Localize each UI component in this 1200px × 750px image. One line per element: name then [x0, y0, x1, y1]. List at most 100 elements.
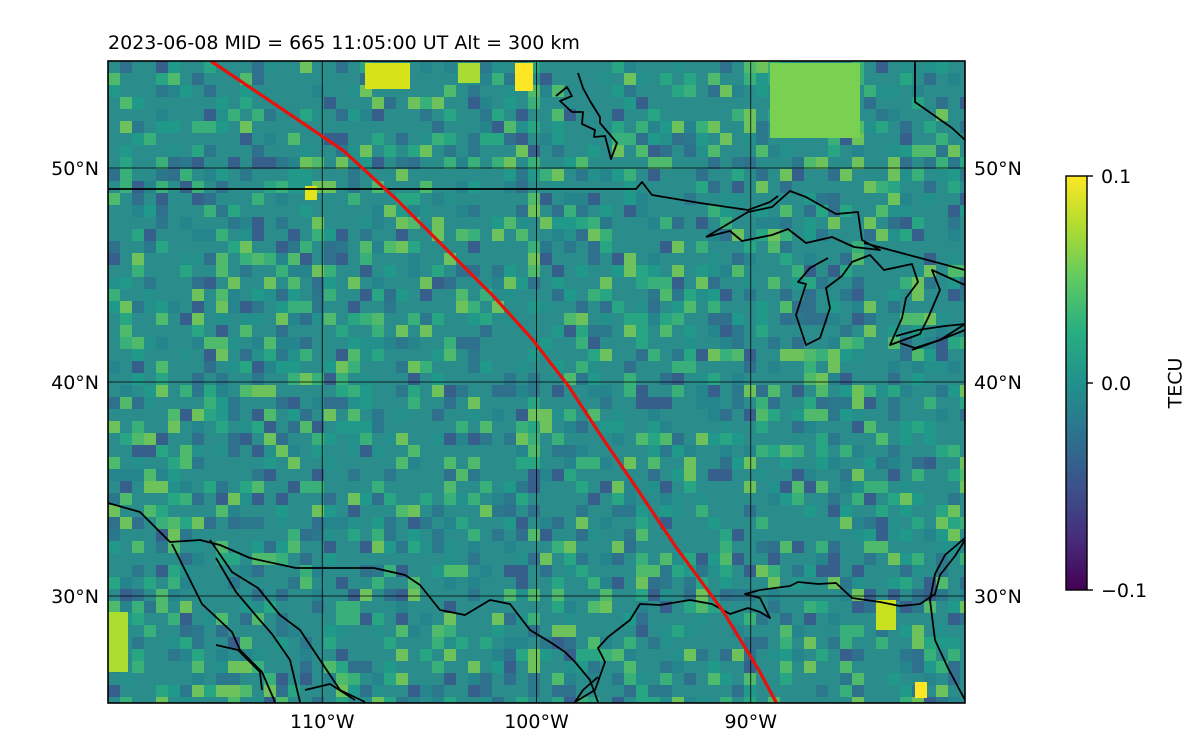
- heatmap-cell: [408, 397, 420, 409]
- heatmap-cell: [900, 601, 912, 613]
- heatmap-cell: [156, 109, 168, 121]
- heatmap-cell: [540, 337, 552, 349]
- heatmap-cell: [444, 61, 456, 73]
- heatmap-cell: [708, 433, 720, 445]
- heatmap-cell: [852, 649, 864, 661]
- heatmap-cell: [144, 601, 156, 613]
- heatmap-cell: [576, 325, 588, 337]
- heatmap-cell: [648, 421, 660, 433]
- heatmap-cell: [504, 661, 516, 673]
- heatmap-cell: [960, 97, 965, 109]
- heatmap-cell: [732, 385, 744, 397]
- heatmap-cell: [552, 85, 564, 97]
- heatmap-cell: [720, 313, 732, 325]
- heatmap-cell: [312, 301, 324, 313]
- heatmap-cell: [636, 589, 648, 601]
- heatmap-cell: [852, 445, 864, 457]
- heatmap-cell: [660, 673, 672, 685]
- heatmap-cell: [576, 445, 588, 457]
- heatmap-cell: [756, 397, 768, 409]
- heatmap-cell: [228, 409, 240, 421]
- heatmap-cell: [516, 421, 528, 433]
- heatmap-cell: [456, 289, 468, 301]
- heatmap-cell: [504, 565, 516, 577]
- heatmap-cell: [588, 697, 600, 703]
- heatmap-cell: [900, 685, 912, 697]
- heatmap-cell: [552, 601, 564, 613]
- heatmap-cell: [264, 289, 276, 301]
- heatmap-cell: [684, 457, 696, 469]
- heatmap-cell: [192, 673, 204, 685]
- heatmap-cell: [168, 613, 180, 625]
- heatmap-cell: [720, 457, 732, 469]
- heatmap-cell: [324, 277, 336, 289]
- heatmap-cell: [228, 685, 240, 697]
- heatmap-cell: [552, 229, 564, 241]
- heatmap-cell: [780, 145, 792, 157]
- heatmap-cell: [204, 121, 216, 133]
- heatmap-cell: [528, 469, 540, 481]
- heatmap-cell: [384, 337, 396, 349]
- heatmap-cell: [252, 697, 264, 703]
- heatmap-cell: [624, 205, 636, 217]
- heatmap-cell: [924, 397, 936, 409]
- heatmap-cell: [576, 313, 588, 325]
- heatmap-cell: [252, 193, 264, 205]
- heatmap-cell: [480, 637, 492, 649]
- heatmap-cell: [240, 241, 252, 253]
- heatmap-cell: [600, 517, 612, 529]
- heatmap-cell: [936, 529, 948, 541]
- heatmap-cell: [468, 433, 480, 445]
- heatmap-cell: [600, 289, 612, 301]
- heatmap-cell: [468, 469, 480, 481]
- heatmap-cell: [912, 517, 924, 529]
- heatmap-cell: [516, 649, 528, 661]
- heatmap-cell: [924, 349, 936, 361]
- heatmap-cell: [936, 625, 948, 637]
- heatmap-cell: [732, 373, 744, 385]
- heatmap-cell: [420, 541, 432, 553]
- heatmap-cell: [588, 457, 600, 469]
- heatmap-cell: [684, 121, 696, 133]
- heatmap-cell: [348, 277, 360, 289]
- heatmap-cell: [684, 481, 696, 493]
- heatmap-cell: [408, 505, 420, 517]
- heatmap-cell: [300, 205, 312, 217]
- heatmap-cell: [324, 97, 336, 109]
- heatmap-cell: [204, 349, 216, 361]
- heatmap-cell: [180, 157, 192, 169]
- heatmap-cell: [408, 337, 420, 349]
- heatmap-cell: [564, 157, 576, 169]
- heatmap-cell: [768, 577, 780, 589]
- heatmap-cell: [696, 133, 708, 145]
- heatmap-cell: [132, 301, 144, 313]
- heatmap-cell: [444, 493, 456, 505]
- heatmap-cell: [936, 325, 948, 337]
- heatmap-cell: [432, 661, 444, 673]
- colorbar-tick-label: 0.0: [1101, 373, 1131, 395]
- heatmap-cell: [168, 121, 180, 133]
- heatmap-cell: [696, 433, 708, 445]
- heatmap-cell: [888, 217, 900, 229]
- heatmap-cell: [912, 457, 924, 469]
- heatmap-cell: [252, 253, 264, 265]
- heatmap-cell: [108, 469, 120, 481]
- colorbar-tick-label: −0.1: [1101, 580, 1147, 602]
- heatmap-cell: [372, 577, 384, 589]
- heatmap-cell: [336, 649, 348, 661]
- heatmap-cell: [432, 685, 444, 697]
- heatmap-cell: [828, 217, 840, 229]
- heatmap-cell: [768, 445, 780, 457]
- heatmap-cell: [420, 493, 432, 505]
- heatmap-cell: [696, 169, 708, 181]
- heatmap-cell: [780, 625, 792, 637]
- heatmap-cell: [528, 205, 540, 217]
- heatmap-cell: [324, 229, 336, 241]
- heatmap-cell: [324, 397, 336, 409]
- heatmap-cell: [252, 421, 264, 433]
- heatmap-cell: [108, 421, 120, 433]
- heatmap-cell: [648, 217, 660, 229]
- heatmap-cell: [900, 73, 912, 85]
- heatmap-cell: [888, 445, 900, 457]
- heatmap-cell: [360, 421, 372, 433]
